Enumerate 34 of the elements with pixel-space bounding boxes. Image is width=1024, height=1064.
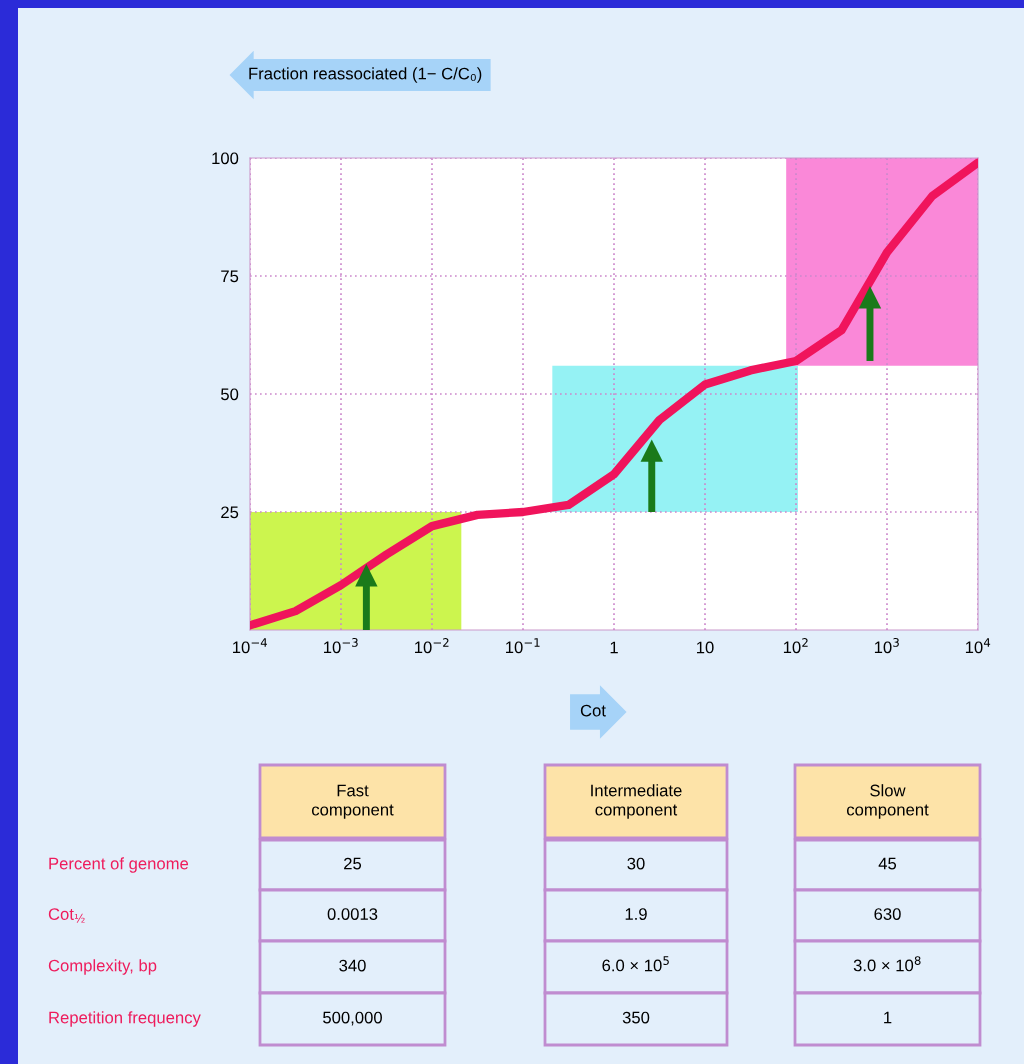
text: 350 [622,1011,650,1024]
x-tick-label: 10$^{3}$ [874,638,899,654]
text: Repetition frequency [49,1011,201,1027]
x-tick-label: 10$^{4}$ [965,638,991,654]
x-tick-label: 1 [610,641,618,654]
x-tick-label: 10$^{−4}$ [233,638,267,654]
text: Complexity, bp [48,959,157,975]
x-tick-label: 10$^{−1}$ [506,638,540,654]
text: 340 [339,959,366,972]
text: Cot$_{½}$ [48,908,85,923]
y-tick-label: 75 [221,270,239,283]
text: 25 [344,857,362,870]
text: 1.9 [625,908,647,920]
text: Slow component [846,784,929,819]
x-tick-label: 10 [697,641,714,654]
text: Fast component [311,784,394,819]
text: 45 [878,857,897,870]
x-tick-label: 10$^{2}$ [783,638,808,654]
text: 500,000 [323,1011,382,1026]
text: Percent of genome [49,857,189,873]
text: 30 [627,857,645,870]
text: Intermediate component [591,784,682,819]
y-tick-label: 25 [221,506,239,519]
text: 630 [874,908,901,920]
text: 1 [884,1011,892,1024]
y-axis-title: Fraction reassociated (1− C/C₀) [249,67,482,83]
y-tick-label: 100 [212,152,239,165]
x-tick-label: 10$^{−2}$ [415,638,449,654]
x-tick-label: 10$^{−3}$ [324,638,358,654]
x-axis-title: Cot [580,704,606,717]
text: 6.0 × 10$^{5}$ [602,956,669,972]
text: 0.0013 [327,908,378,920]
text: 3.0 × 10$^{8}$ [853,956,921,972]
y-tick-label: 50 [221,388,239,401]
